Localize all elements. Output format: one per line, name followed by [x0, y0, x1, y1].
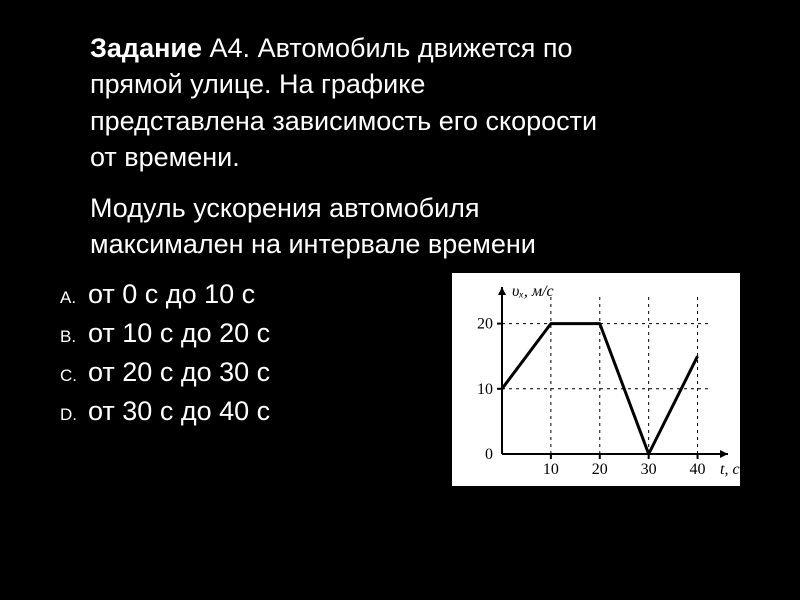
svg-text:20: 20	[477, 315, 493, 332]
svg-text:10: 10	[543, 461, 559, 478]
task-label: Задание	[90, 33, 202, 63]
option-text: от 0 с до 10 с	[88, 279, 255, 310]
prompt-line1: Модуль ускорения автомобиля	[90, 193, 480, 223]
prompt-line2: максимален на интервале времени	[90, 229, 536, 259]
svg-text:20: 20	[592, 461, 608, 478]
option-letter: B.	[60, 327, 88, 347]
prompt-text: Модуль ускорения автомобиля максимален н…	[60, 190, 740, 263]
option-row: C.от 20 с до 30 с	[60, 357, 442, 388]
svg-text:0: 0	[485, 446, 493, 463]
task-id: А4.	[210, 33, 251, 63]
option-text: от 20 с до 30 с	[88, 357, 270, 388]
q-line4: от времени.	[90, 142, 240, 172]
option-row: A.от 0 с до 10 с	[60, 279, 442, 310]
svg-text:40: 40	[690, 461, 706, 478]
option-row: D.от 30 с до 40 с	[60, 396, 442, 427]
svg-text:30: 30	[641, 461, 657, 478]
q-line3: представлена зависимость его скорости	[90, 106, 597, 136]
option-text: от 30 с до 40 с	[88, 396, 270, 427]
option-text: от 10 с до 20 с	[88, 318, 270, 349]
question-text: Задание А4. Автомобиль движется по прямо…	[60, 30, 740, 176]
option-row: B.от 10 с до 20 с	[60, 318, 442, 349]
option-letter: C.	[60, 366, 88, 386]
option-letter: A.	[60, 288, 88, 308]
q-line2: прямой улице. На графике	[90, 69, 425, 99]
options-list: A.от 0 с до 10 сB.от 10 с до 20 сC.от 20…	[60, 273, 442, 435]
velocity-chart: 0 10 20 10 20 30 40 υₓ, м/с t, с	[452, 273, 740, 486]
svg-text:υₓ, м/с: υₓ, м/с	[512, 283, 554, 300]
q-part1: Автомобиль движется по	[258, 33, 573, 63]
chart-svg: 0 10 20 10 20 30 40 υₓ, м/с t, с	[452, 273, 740, 486]
svg-text:t, с: t, с	[720, 461, 740, 478]
lower-section: A.от 0 с до 10 сB.от 10 с до 20 сC.от 20…	[60, 273, 740, 486]
option-letter: D.	[60, 405, 88, 425]
svg-text:10: 10	[477, 380, 493, 397]
